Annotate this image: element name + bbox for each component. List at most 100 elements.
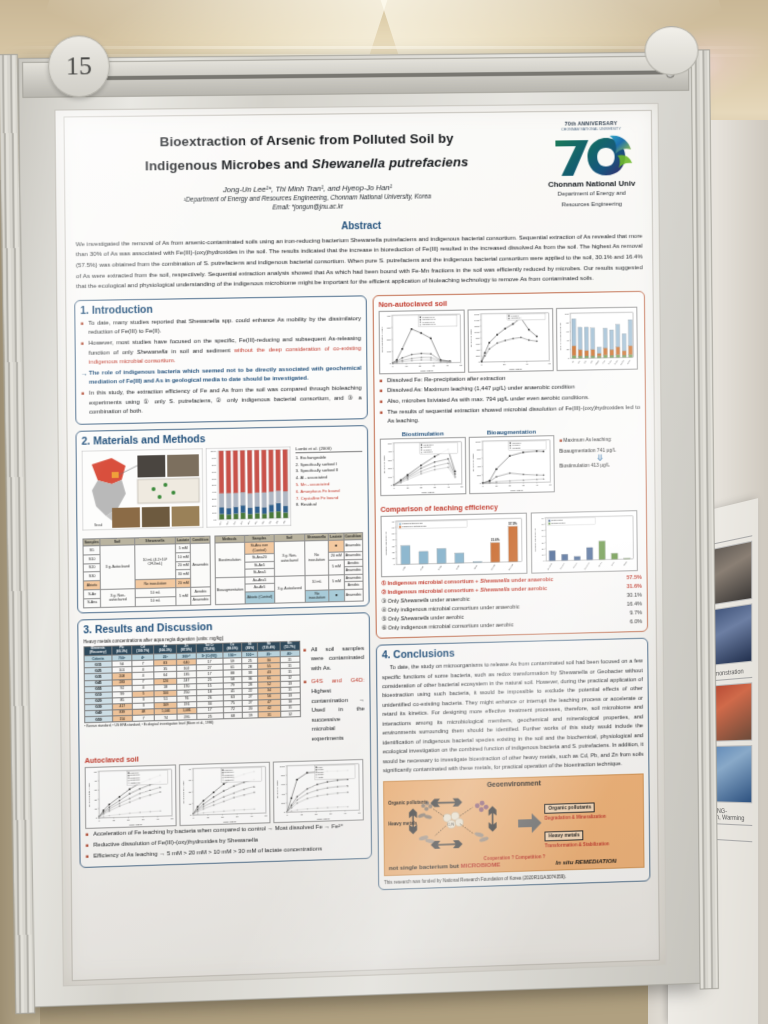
svg-text:10: 10 xyxy=(542,555,545,557)
svg-text:400: 400 xyxy=(476,350,480,352)
svg-text:30: 30 xyxy=(142,820,145,822)
svg-text:57.5%: 57.5% xyxy=(509,522,518,526)
nonautoclaved-charts: 0 100 200 300 400 0 10 20 30 40 50 Time (days) Fe co… xyxy=(378,306,640,375)
svg-text:0: 0 xyxy=(284,813,286,815)
intro-bullet-2: However, most studies have focused on th… xyxy=(81,335,362,369)
svg-text:20: 20 xyxy=(221,817,224,819)
svg-text:0: 0 xyxy=(481,365,483,367)
svg-text:1000: 1000 xyxy=(474,332,480,334)
svg-text:30: 30 xyxy=(542,542,545,544)
svg-text:20: 20 xyxy=(542,548,545,550)
right-arrow-icon xyxy=(518,812,542,833)
svg-text:1000: 1000 xyxy=(280,767,286,769)
svg-text:20: 20 xyxy=(315,815,318,817)
svg-text:Ae non L: Ae non L xyxy=(572,562,578,569)
svg-text:Abiotic: Abiotic xyxy=(473,564,478,570)
svg-text:20: 20 xyxy=(420,487,423,489)
svg-text:10%: 10% xyxy=(212,513,216,515)
svg-text:Time (days): Time (days) xyxy=(422,491,435,494)
svg-text:10: 10 xyxy=(495,486,498,488)
poster-header: Bioextraction of Arsenic from Polluted S… xyxy=(73,117,645,218)
svg-text:40: 40 xyxy=(188,769,191,771)
svg-text:30 mM: 30 mM xyxy=(456,565,461,571)
metals-table-wrap: Elements (Recovery) Pb (85.1%) Cd (109.7%) As(… xyxy=(83,640,301,752)
svg-text:50: 50 xyxy=(549,485,552,487)
geo-microbiome-word: MICROBIOME xyxy=(460,861,501,870)
comparison-charts: 0 10 20 30 40 50 60 70 Removal efficiency (%) 5 m… xyxy=(380,510,641,578)
svg-text:S30: S30 xyxy=(590,360,593,364)
geoenvironment-figure: Geoenvironment xyxy=(382,772,645,876)
svg-text:5 mM: 5 mM xyxy=(403,566,407,571)
svg-text:60%: 60% xyxy=(212,478,216,480)
geo-label-organic: Organic pollutants xyxy=(388,799,428,806)
svg-text:0: 0 xyxy=(392,366,394,368)
svg-text:Fe concentration (mg/L): Fe concentration (mg/L) xyxy=(381,327,384,353)
svg-text:10: 10 xyxy=(189,804,192,806)
svg-text:20: 20 xyxy=(419,366,422,368)
logo-70-icon xyxy=(555,135,633,176)
svg-text:Removal efficiency (%): Removal efficiency (%) xyxy=(385,531,387,555)
svg-text:Removal efficiency (%): Removal efficiency (%) xyxy=(535,528,537,552)
results-table-block: Elements (Recovery) Pb (85.1%) Cd (109.7%) As(… xyxy=(83,639,365,753)
svg-text:10: 10 xyxy=(207,818,210,820)
svg-text:300: 300 xyxy=(387,327,391,329)
svg-text:50%: 50% xyxy=(212,485,216,487)
results-note-2-lead: G4S and G4D: xyxy=(311,678,365,686)
methods-tables: Samples Soil Shewanella Lactate Conditio… xyxy=(82,532,364,608)
chart-comparison-right: 0 10 20 30 40 50 60 70 Removal efficiency (%) Ana… xyxy=(530,510,638,574)
svg-text:10: 10 xyxy=(405,366,408,368)
poster-sheet: Bioextraction of Arsenic from Polluted S… xyxy=(54,102,667,987)
svg-text:10: 10 xyxy=(95,809,98,811)
svg-text:0: 0 xyxy=(96,818,98,820)
svg-text:30: 30 xyxy=(392,546,395,548)
abstract-text: We investigated the removal of As from a… xyxy=(75,232,643,291)
svg-text:50: 50 xyxy=(171,819,174,821)
svg-text:40: 40 xyxy=(536,485,539,487)
svg-text:70: 70 xyxy=(392,521,395,523)
poster-columns: 1. Introduction To date, many studies re… xyxy=(74,290,651,906)
svg-text:40: 40 xyxy=(526,364,529,366)
svg-text:Leaching non-autoclaved soil: Leaching non-autoclaved soil xyxy=(402,525,427,529)
th-as: As (106.3%) xyxy=(153,643,177,655)
svg-text:0: 0 xyxy=(478,362,480,364)
biostim-value: Biostimulation 413 µg/L xyxy=(559,462,610,470)
section-introduction: 1. Introduction To date, many studies re… xyxy=(74,295,368,425)
svg-text:200: 200 xyxy=(476,356,480,358)
svg-text:60: 60 xyxy=(548,363,551,365)
svg-text:20: 20 xyxy=(503,364,506,366)
svg-text:0: 0 xyxy=(393,564,395,566)
svg-text:Ana 5 mM L: Ana 5 mM L xyxy=(423,451,433,454)
svg-text:40: 40 xyxy=(542,536,545,538)
svg-text:0: 0 xyxy=(99,821,101,823)
svg-text:S20: S20 xyxy=(584,360,587,364)
chart-na-fractions: 0 20 40 60 80 100 Distribution of fractions (%… xyxy=(555,306,638,371)
svg-text:20: 20 xyxy=(189,792,192,794)
geo-chip-metals-sub: Transformation & Stabilization xyxy=(544,840,610,848)
svg-text:70: 70 xyxy=(541,518,544,520)
geo-chip-metals: Heavy metals xyxy=(544,829,584,841)
frame-top-bar xyxy=(22,55,690,98)
svg-text:600: 600 xyxy=(281,785,286,787)
svg-text:Soluble As (µg/L): Soluble As (µg/L) xyxy=(470,329,473,347)
site-map-figure: Seoul xyxy=(82,448,204,535)
svg-text:Soluble Fe (II) (mg/L): Soluble Fe (II) (mg/L) xyxy=(182,781,185,804)
university-logo-mark xyxy=(539,132,644,179)
svg-text:400: 400 xyxy=(281,794,286,796)
svg-text:0: 0 xyxy=(390,363,392,365)
svg-text:S-Ana: S-Ana xyxy=(607,359,612,365)
svg-text:400: 400 xyxy=(388,451,392,453)
svg-text:Ana 5 mM: Ana 5 mM xyxy=(508,563,515,571)
svg-text:400: 400 xyxy=(387,315,391,317)
poster-header-text: Bioextraction of Arsenic from Polluted S… xyxy=(73,118,540,214)
results-note-2: G4S and G4D: Highest contamination → Use… xyxy=(303,677,365,745)
svg-text:200: 200 xyxy=(477,475,481,477)
svg-text:20: 20 xyxy=(127,820,130,822)
svg-text:100%: 100% xyxy=(211,451,217,453)
geoenvironment-body: C,N xyxy=(388,784,640,863)
svg-text:1600: 1600 xyxy=(474,314,480,316)
svg-text:50: 50 xyxy=(461,486,464,488)
